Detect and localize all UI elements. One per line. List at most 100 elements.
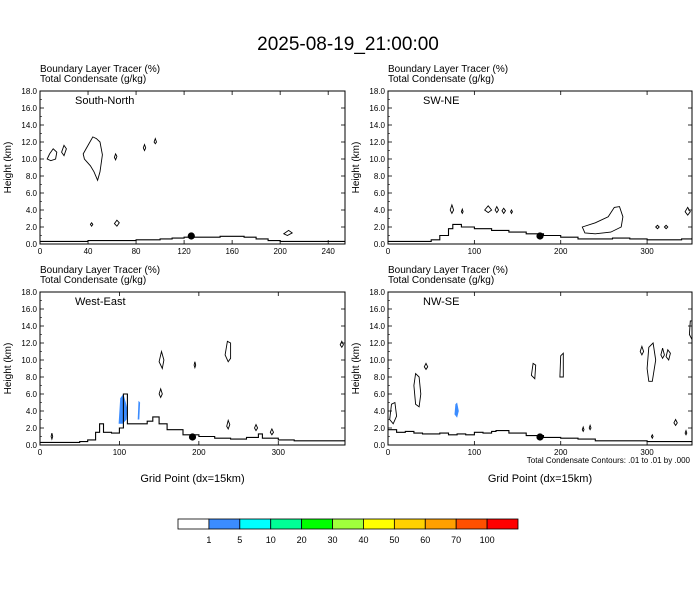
x-tick-label: 200 (273, 247, 287, 256)
tracer-fill (454, 402, 459, 418)
colorbar-label: 100 (480, 535, 495, 545)
x-tick-label: 300 (640, 448, 654, 457)
y-tick-label: 14.0 (369, 322, 385, 331)
y-tick-label: 18.0 (369, 87, 385, 96)
panel-header-line2: Total Condensate (g/kg) (388, 74, 494, 85)
x-tick-label: 160 (225, 247, 239, 256)
plot-frame (387, 90, 693, 245)
condensate-contour (224, 340, 232, 363)
condensate-contour (113, 219, 120, 227)
panel-0: Boundary Layer Tracer (%)Total Condensat… (3, 64, 346, 256)
y-tick-label: 4.0 (26, 206, 38, 215)
condensate-contour (389, 401, 398, 425)
x-tick-label: 100 (468, 247, 482, 256)
y-tick-label: 0.0 (374, 441, 386, 450)
colorbar-swatch (424, 518, 457, 530)
x-tick-label: 80 (132, 247, 141, 256)
x-tick-label: 0 (38, 448, 43, 457)
plot-frame (39, 291, 346, 446)
panel-label: SW-NE (423, 95, 459, 107)
condensate-contour (50, 432, 54, 441)
location-marker (536, 232, 544, 240)
condensate-contour (253, 423, 259, 432)
colorbar-label: 5 (237, 535, 242, 545)
colorbar-swatch (177, 518, 210, 530)
condensate-contour (639, 344, 645, 356)
panel-header-line2: Total Condensate (g/kg) (40, 275, 146, 286)
y-axis-label: Height (km) (351, 343, 362, 395)
panel-label: South-North (75, 95, 134, 107)
colorbar: 1 5 10 20 30 40 50 60 70 100 (177, 518, 519, 545)
x-tick-label: 300 (272, 448, 286, 457)
y-tick-label: 0.0 (26, 240, 38, 249)
condensate-contour (449, 203, 455, 215)
y-tick-label: 6.0 (26, 390, 38, 399)
tracer-fill (137, 400, 141, 420)
condensate-contour (665, 348, 671, 362)
y-tick-label: 4.0 (374, 206, 386, 215)
condensate-contour (423, 362, 429, 371)
colorbar-swatch (239, 518, 272, 530)
panel-header-line1: Boundary Layer Tracer (%) (40, 265, 160, 276)
x-tick-label: 240 (322, 247, 336, 256)
plot-frame (39, 90, 346, 245)
y-axis-label: Height (km) (3, 343, 14, 395)
y-tick-label: 0.0 (374, 240, 386, 249)
condensate-contour (684, 206, 691, 216)
colorbar-swatch (332, 518, 364, 530)
condensate-contour (413, 372, 422, 408)
y-tick-label: 14.0 (21, 322, 37, 331)
terrain-profile (388, 223, 692, 242)
y-axis-label: Height (km) (351, 142, 362, 194)
panel-header-line1: Boundary Layer Tracer (%) (40, 64, 160, 75)
colorbar-label: 1 (206, 535, 211, 545)
condensate-contour (581, 206, 624, 235)
colorbar-label: 50 (389, 535, 399, 545)
condensate-contour (501, 207, 507, 215)
colorbar-label: 30 (328, 535, 338, 545)
condensate-contour (510, 209, 513, 215)
condensate-contour (673, 418, 678, 427)
condensate-contour (663, 224, 669, 230)
y-tick-label: 4.0 (26, 407, 38, 416)
x-tick-label: 120 (177, 247, 191, 256)
y-tick-label: 8.0 (374, 172, 386, 181)
x-tick-label: 200 (554, 448, 568, 457)
colorbar-label: 60 (420, 535, 430, 545)
y-tick-label: 6.0 (374, 390, 386, 399)
panel-header-line1: Boundary Layer Tracer (%) (388, 64, 508, 75)
condensate-contour (684, 429, 688, 436)
colorbar-swatch (363, 518, 395, 530)
figure-title: 2025-08-19_21:00:00 (257, 34, 439, 55)
x-tick-label: 40 (84, 247, 93, 256)
y-tick-label: 18.0 (369, 288, 385, 297)
plot-area (388, 203, 692, 242)
location-marker (187, 232, 195, 240)
y-tick-label: 6.0 (26, 189, 38, 198)
panel-1: Boundary Layer Tracer (%)Total Condensat… (351, 64, 693, 256)
y-tick-label: 16.0 (21, 305, 37, 314)
y-tick-label: 10.0 (21, 356, 37, 365)
condensate-contour (82, 136, 103, 182)
x-tick-label: 0 (386, 247, 391, 256)
condensate-contour (269, 427, 275, 436)
y-tick-label: 6.0 (374, 189, 386, 198)
condensate-contour (460, 207, 464, 215)
panel-header-line2: Total Condensate (g/kg) (388, 275, 494, 286)
y-tick-label: 12.0 (21, 138, 37, 147)
condensate-contour (655, 224, 660, 230)
y-tick-label: 2.0 (374, 424, 386, 433)
panels: Boundary Layer Tracer (%)Total Condensat… (3, 64, 693, 485)
y-tick-label: 12.0 (369, 138, 385, 147)
condensate-contour (494, 205, 500, 214)
y-tick-label: 2.0 (26, 424, 38, 433)
y-tick-label: 12.0 (369, 339, 385, 348)
condensate-contour (193, 361, 197, 370)
y-tick-label: 10.0 (369, 356, 385, 365)
y-tick-label: 12.0 (21, 339, 37, 348)
x-tick-label: 0 (38, 247, 43, 256)
condensate-contour (158, 349, 165, 370)
plot-area (40, 136, 345, 242)
y-tick-label: 8.0 (26, 373, 38, 382)
